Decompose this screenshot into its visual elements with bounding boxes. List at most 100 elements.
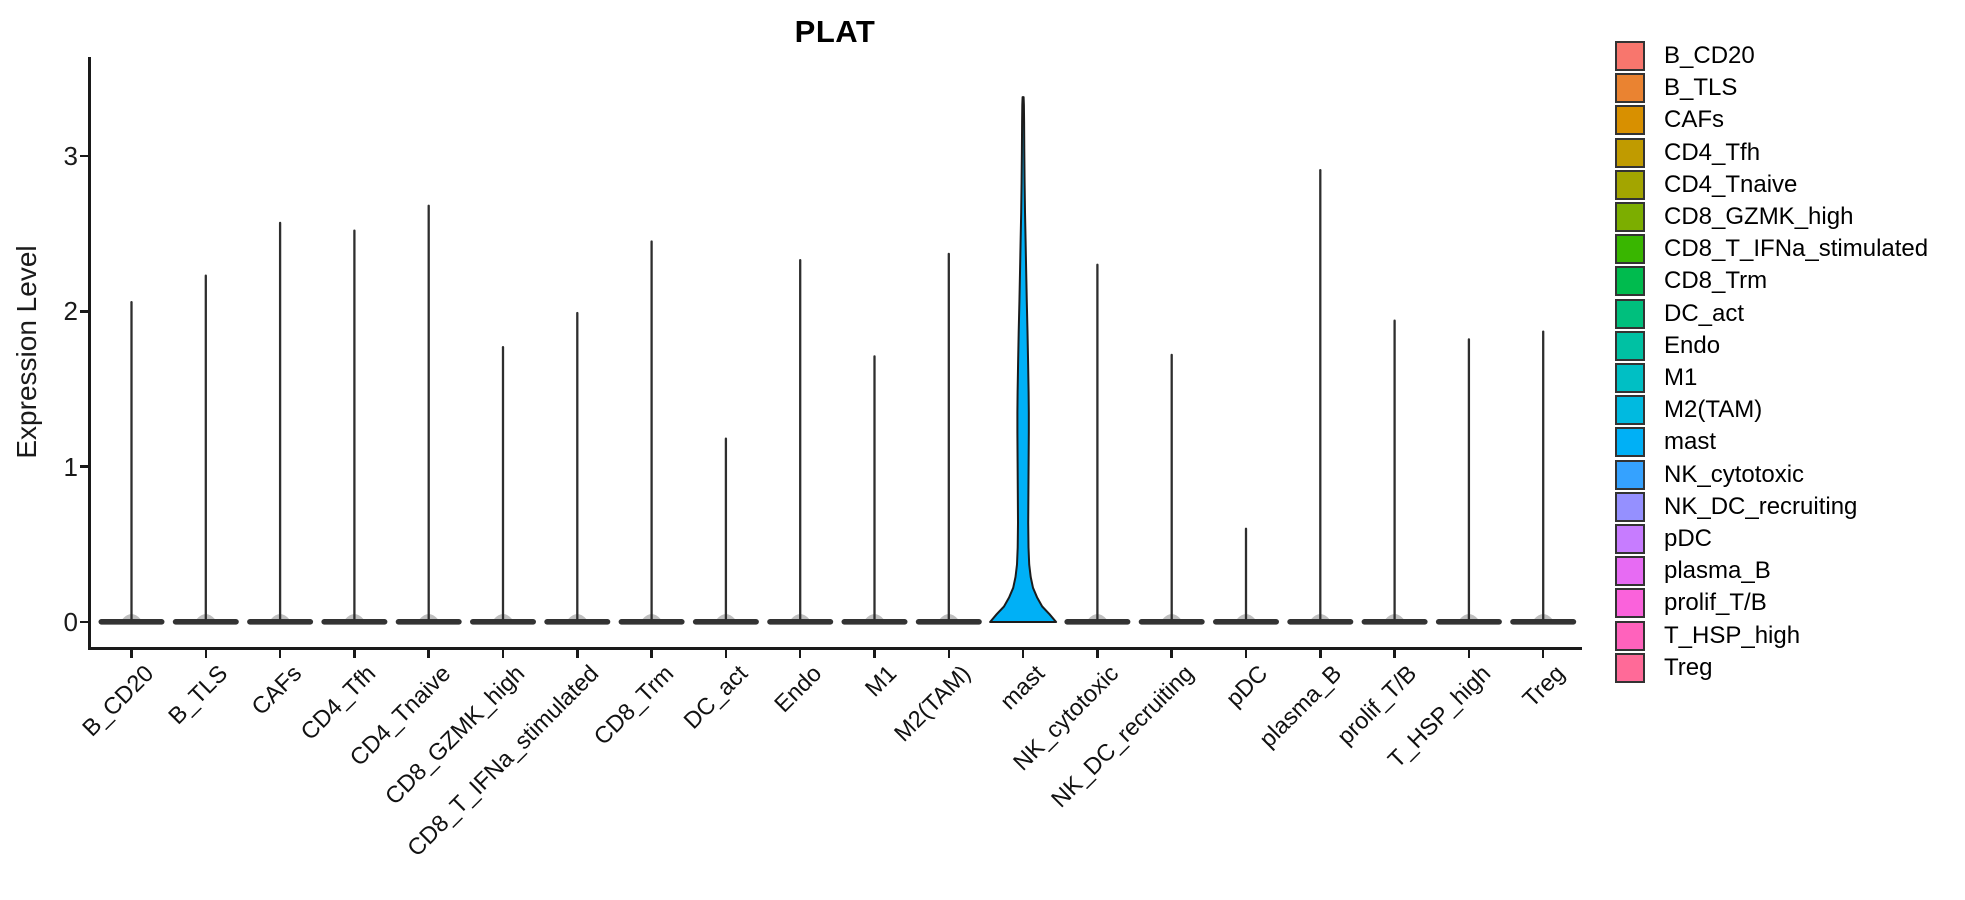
legend-swatch-cd8-trm: [1615, 266, 1645, 297]
legend-swatch-b-tls: [1615, 73, 1645, 104]
legend-item-prolif-t-b: prolif_T/B: [1615, 588, 1955, 620]
legend-label-dc-act: DC_act: [1664, 299, 1745, 327]
x-tick-mark: [650, 649, 653, 658]
violin-base-cd4-tnaive: [395, 619, 462, 625]
x-tick-mark: [353, 649, 356, 658]
x-axis-line: [88, 647, 1582, 650]
violin-base-b-cd20: [98, 619, 165, 625]
legend-label-cd4-tnaive: CD4_Tnaive: [1664, 170, 1798, 198]
legend-item-cd8-gzmk-high: CD8_GZMK_high: [1615, 202, 1955, 234]
legend-label-prolif-t-b: prolif_T/B: [1664, 589, 1767, 617]
y-tick-mark: [80, 465, 89, 468]
legend-item-b-tls: B_TLS: [1615, 73, 1955, 105]
legend-label-cd8-gzmk-high: CD8_GZMK_high: [1664, 203, 1854, 230]
legend-swatch-cafs: [1615, 105, 1645, 136]
x-tick-mark: [501, 649, 505, 658]
violin-base-plasma-b: [1287, 619, 1354, 625]
violin-mast: [989, 96, 1058, 623]
legend-swatch-m1: [1615, 363, 1645, 393]
violin-base-nk-dc-recruiting: [1138, 619, 1205, 625]
legend-label-cafs: CAFs: [1664, 106, 1724, 134]
violin-base-t-hsp-high: [1435, 619, 1502, 625]
legend-swatch-prolif-t-b: [1615, 588, 1645, 619]
legend-swatch-dc-act: [1615, 298, 1645, 329]
legend-item-plasma-b: plasma_B: [1615, 556, 1955, 588]
violin-base-pdc: [1213, 619, 1279, 625]
x-tick-mark: [1393, 649, 1396, 658]
y-tick-label: 0: [63, 607, 78, 637]
violin-base-b-tls: [172, 619, 239, 625]
violin-base-endo: [767, 619, 834, 625]
legend-swatch-treg: [1615, 652, 1645, 683]
legend-label-plasma-b: plasma_B: [1664, 557, 1771, 585]
legend-label-pdc: pDC: [1664, 525, 1713, 552]
legend-label-cd8-t-ifna-stimulated: CD8_T_IFNa_stimulated: [1664, 235, 1929, 263]
legend-label-b-tls: B_TLS: [1664, 74, 1738, 102]
legend-label-endo: Endo: [1664, 331, 1721, 359]
legend-item-nk-cytotoxic: NK_cytotoxic: [1615, 459, 1955, 492]
legend-label-mast: mast: [1664, 428, 1717, 456]
legend-label-b-cd20: B_CD20: [1664, 42, 1755, 69]
legend-label-nk-cytotoxic: NK_cytotoxic: [1664, 460, 1805, 488]
x-tick-mark: [1170, 649, 1173, 658]
legend-swatch-cd8-t-ifna-stimulated: [1615, 234, 1645, 265]
legend-swatch-m2-tam-: [1615, 395, 1645, 426]
violin-base-cd8-gzmk-high: [470, 619, 536, 625]
x-tick-mark: [427, 649, 430, 658]
y-tick-mark: [80, 620, 89, 624]
x-tick-mark: [204, 649, 208, 658]
violin-base-cd4-tfh: [321, 619, 388, 625]
violin-base-cd8-t-ifna-stimulated: [544, 619, 611, 625]
legend-item-cd4-tnaive: CD4_Tnaive: [1615, 169, 1955, 202]
legend: B_CD20 B_TLS CAFs CD4_Tfh CD4_Tnaive CD8_GZMK…: [1615, 41, 1955, 721]
plot-title: PLAT: [794, 14, 876, 49]
legend-label-cd8-trm: CD8_Trm: [1664, 267, 1768, 295]
legend-swatch-endo: [1615, 330, 1645, 361]
x-tick-mark: [1021, 649, 1025, 658]
legend-label-cd4-tfh: CD4_Tfh: [1664, 138, 1761, 166]
violin-base-cd8-trm: [618, 619, 685, 625]
legend-item-dc-act: DC_act: [1615, 298, 1955, 331]
legend-label-m2-tam-: M2(TAM): [1664, 396, 1763, 424]
legend-item-nk-dc-recruiting: NK_DC_recruiting: [1615, 491, 1955, 524]
violin-base-cafs: [247, 619, 314, 625]
x-tick-mark: [1244, 649, 1248, 658]
x-tick-mark: [798, 649, 802, 658]
legend-swatch-pdc: [1615, 524, 1645, 554]
legend-item-cd4-tfh: CD4_Tfh: [1615, 137, 1955, 170]
y-axis-title: Expression Level: [11, 245, 42, 459]
y-tick-mark: [80, 310, 89, 313]
y-tick-mark: [80, 154, 89, 158]
legend-swatch-mast: [1615, 427, 1645, 458]
y-tick-label: 1: [63, 451, 78, 482]
legend-item-m2-tam-: M2(TAM): [1615, 395, 1955, 427]
x-tick-mark: [873, 649, 876, 658]
violin-plot-panel: [98, 96, 1577, 625]
legend-item-cafs: CAFs: [1615, 105, 1955, 137]
legend-label-t-hsp-high: T_HSP_high: [1664, 621, 1801, 649]
x-tick-mark: [576, 649, 579, 658]
legend-swatch-b-cd20: [1615, 41, 1645, 71]
legend-item-t-hsp-high: T_HSP_high: [1615, 620, 1955, 653]
violin-base-treg: [1510, 619, 1577, 625]
x-tick-mark: [130, 649, 133, 658]
x-tick-mark: [1541, 649, 1545, 658]
legend-item-m1: M1: [1615, 363, 1955, 395]
legend-item-cd8-trm: CD8_Trm: [1615, 266, 1955, 298]
legend-label-nk-dc-recruiting: NK_DC_recruiting: [1664, 492, 1858, 520]
legend-item-mast: mast: [1615, 427, 1955, 459]
violin-base-prolif-t-b: [1361, 619, 1428, 625]
legend-swatch-cd4-tfh: [1615, 137, 1645, 168]
legend-item-pdc: pDC: [1615, 524, 1955, 556]
x-tick-mark: [1319, 649, 1322, 658]
legend-swatch-nk-cytotoxic: [1615, 459, 1645, 490]
legend-swatch-cd4-tnaive: [1615, 169, 1645, 200]
legend-swatch-t-hsp-high: [1615, 620, 1645, 651]
x-tick-mark: [724, 649, 728, 658]
legend-label-m1: M1: [1664, 364, 1698, 391]
legend-label-treg: Treg: [1664, 653, 1713, 681]
violin-base-nk-cytotoxic: [1064, 619, 1131, 625]
x-tick-mark: [1467, 649, 1471, 658]
x-tick-mark: [278, 649, 282, 658]
